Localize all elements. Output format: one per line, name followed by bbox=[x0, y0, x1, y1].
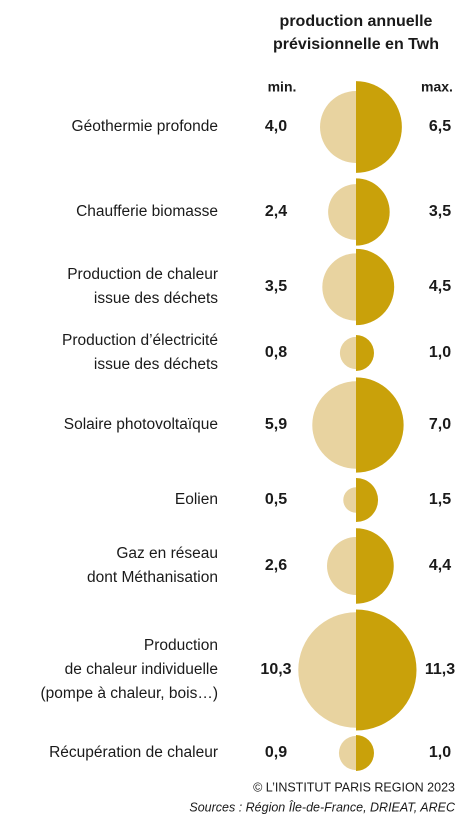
category-label: Eolien bbox=[175, 491, 218, 508]
legend-label: max. bbox=[421, 79, 453, 95]
half-circle bbox=[356, 335, 374, 371]
value-label: 0,9 bbox=[265, 744, 287, 761]
half-circle bbox=[339, 336, 356, 370]
category-label: Production bbox=[144, 637, 218, 654]
category-label: de chaleur individuelle bbox=[65, 661, 218, 678]
category-label: issue des déchets bbox=[94, 290, 218, 307]
half-circle bbox=[356, 81, 402, 173]
half-circle bbox=[343, 487, 356, 513]
half-circle bbox=[312, 381, 356, 469]
value-label: 11,3 bbox=[425, 661, 455, 678]
half-circle bbox=[356, 735, 374, 771]
half-circle bbox=[356, 477, 379, 523]
value-label: 10,3 bbox=[260, 661, 291, 678]
half-circle bbox=[356, 377, 404, 473]
category-label: Production d’électricité bbox=[62, 332, 218, 349]
category-label: Gaz en réseau bbox=[116, 545, 218, 562]
half-circle bbox=[298, 612, 356, 728]
half-circle bbox=[356, 609, 417, 731]
value-label: 3,5 bbox=[429, 203, 451, 220]
value-label: 1,0 bbox=[429, 744, 451, 761]
value-label: 4,4 bbox=[429, 557, 451, 574]
legend-label: min. bbox=[268, 79, 297, 95]
value-label: 0,5 bbox=[265, 491, 287, 508]
value-label: 4,0 bbox=[265, 118, 287, 135]
category-label: Production de chaleur bbox=[67, 266, 218, 283]
half-circle bbox=[320, 91, 356, 163]
category-label: Chaufferie biomasse bbox=[76, 203, 218, 220]
half-circle bbox=[356, 528, 394, 604]
chart-title: production annuelle bbox=[280, 13, 433, 30]
half-circle bbox=[356, 248, 395, 326]
value-label: 3,5 bbox=[265, 278, 287, 295]
half-circle bbox=[328, 184, 356, 240]
half-circle bbox=[322, 253, 356, 321]
chart-title: prévisionnelle en Twh bbox=[273, 36, 439, 53]
category-label: issue des déchets bbox=[94, 356, 218, 373]
half-circle bbox=[327, 536, 356, 596]
value-label: 2,4 bbox=[265, 203, 287, 220]
value-label: 2,6 bbox=[265, 557, 287, 574]
category-label: Solaire photovoltaïque bbox=[64, 416, 218, 433]
category-label: Géothermie profonde bbox=[72, 118, 218, 135]
value-label: 4,5 bbox=[429, 278, 451, 295]
value-label: 7,0 bbox=[429, 416, 451, 433]
value-label: 0,8 bbox=[265, 344, 287, 361]
source: Sources : Région Île-de-France, DRIEAT, … bbox=[189, 799, 456, 814]
category-label: dont Méthanisation bbox=[87, 569, 218, 586]
value-label: 6,5 bbox=[429, 118, 451, 135]
half-circle bbox=[356, 178, 390, 246]
half-circle bbox=[338, 735, 356, 771]
category-label: Récupération de chaleur bbox=[49, 744, 218, 761]
category-label: (pompe à chaleur, bois…) bbox=[41, 685, 218, 702]
credit: © L’INSTITUT PARIS REGION 2023 bbox=[253, 780, 455, 794]
value-label: 1,0 bbox=[429, 344, 451, 361]
value-label: 5,9 bbox=[265, 416, 287, 433]
value-label: 1,5 bbox=[429, 491, 451, 508]
